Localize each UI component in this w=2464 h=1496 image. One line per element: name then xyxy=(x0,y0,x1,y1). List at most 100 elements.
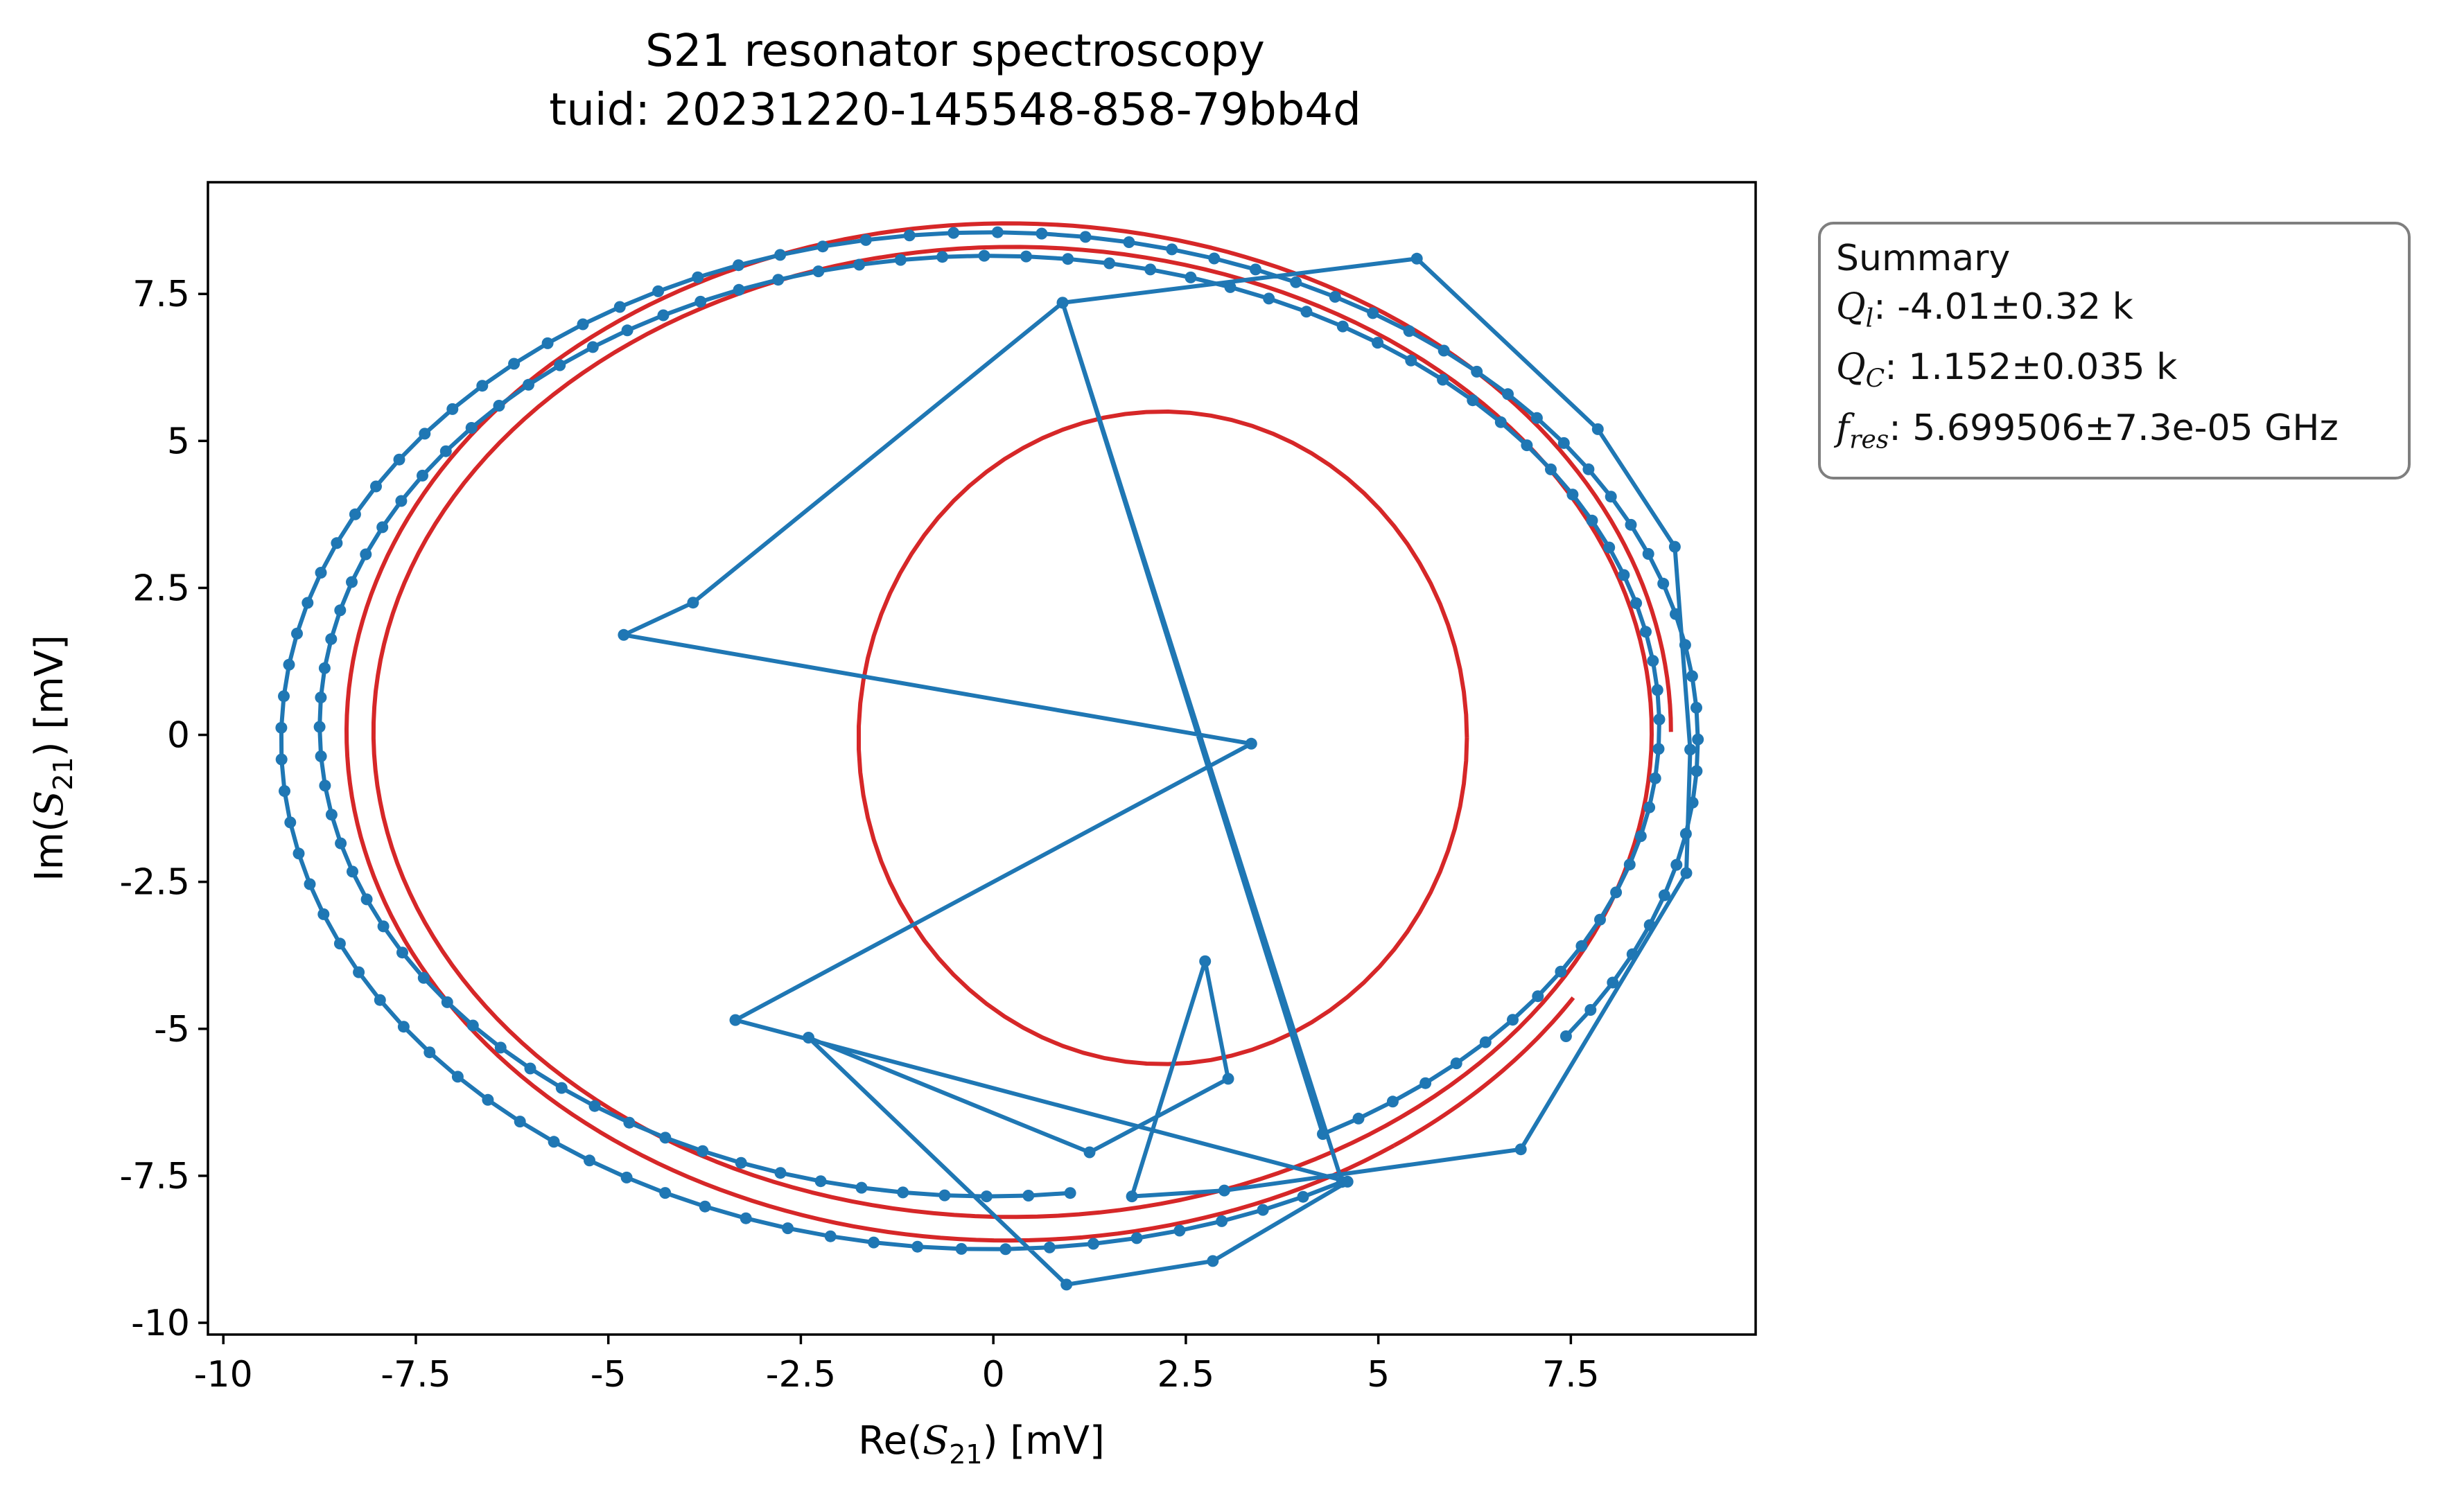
data-point xyxy=(1056,297,1069,309)
data-point xyxy=(347,865,358,878)
data-point xyxy=(853,258,866,271)
data-point xyxy=(302,597,314,609)
data-point xyxy=(279,785,290,798)
data-point xyxy=(1250,263,1261,276)
data-point xyxy=(1634,830,1647,843)
chart-subtitle: tuid: 20231220-145548-858-79bb4d xyxy=(549,85,1361,136)
summary-ql: Ql: -4.01±0.32 k xyxy=(1836,286,2133,333)
data-point xyxy=(476,380,489,392)
data-point xyxy=(333,938,346,950)
data-series xyxy=(275,226,1704,1291)
data-point xyxy=(613,301,626,313)
data-point xyxy=(377,920,390,933)
y-axis-label: Im(S21) [mV] xyxy=(27,635,78,881)
data-point xyxy=(1684,743,1697,756)
data-point xyxy=(774,1167,787,1179)
summary-heading: Summary xyxy=(1836,238,2011,279)
data-point xyxy=(451,1071,464,1083)
data-point xyxy=(1352,1112,1365,1125)
data-point xyxy=(1658,889,1670,901)
data-point xyxy=(1603,541,1616,554)
data-point xyxy=(1173,1224,1186,1237)
data-point xyxy=(1144,263,1157,276)
data-point xyxy=(1605,491,1617,503)
data-point xyxy=(508,358,521,370)
x-tick-label: 0 xyxy=(982,1354,1005,1396)
data-point xyxy=(999,1243,1012,1256)
data-point xyxy=(687,597,699,609)
data-point xyxy=(1643,919,1656,931)
y-tick-label: -7.5 xyxy=(120,1156,190,1197)
data-point xyxy=(1494,416,1507,428)
data-point xyxy=(1208,252,1221,265)
data-point xyxy=(1224,281,1237,293)
data-point xyxy=(1640,626,1652,638)
data-point xyxy=(697,1145,709,1157)
data-point xyxy=(1582,463,1595,475)
data-point xyxy=(1297,1190,1309,1203)
data-point xyxy=(1618,569,1630,581)
x-tick-label: -7.5 xyxy=(381,1354,451,1396)
data-point xyxy=(1438,344,1450,357)
data-point xyxy=(733,283,745,296)
data-point xyxy=(291,627,303,640)
data-point xyxy=(1245,737,1257,750)
data-point xyxy=(1643,801,1656,813)
data-point xyxy=(1450,1057,1462,1070)
data-point xyxy=(1437,373,1449,386)
data-point xyxy=(659,1187,672,1199)
data-point xyxy=(1419,1077,1432,1089)
x-tick-label: -10 xyxy=(194,1354,253,1396)
data-point xyxy=(1062,253,1074,265)
data-point xyxy=(1545,463,1557,475)
data-point xyxy=(1329,290,1341,303)
data-point xyxy=(370,480,382,493)
data-point xyxy=(1087,1238,1099,1250)
data-point xyxy=(417,469,428,482)
data-point xyxy=(1559,1030,1572,1042)
data-point xyxy=(439,445,452,457)
fit-line xyxy=(371,245,1654,1220)
y-tick-label: 7.5 xyxy=(132,274,190,315)
data-point xyxy=(1670,859,1683,871)
data-point xyxy=(1686,796,1699,809)
fit-line xyxy=(344,221,1673,1243)
data-point xyxy=(1652,743,1665,755)
data-point xyxy=(346,576,358,588)
data-point xyxy=(315,692,327,704)
data-point xyxy=(772,274,785,286)
data-point xyxy=(315,567,327,579)
y-tick-label: 2.5 xyxy=(132,567,190,609)
data-point xyxy=(523,378,534,391)
data-point xyxy=(465,422,478,434)
data-point xyxy=(349,508,361,520)
data-point xyxy=(318,662,331,674)
data-point xyxy=(1623,859,1636,871)
data-point xyxy=(319,780,331,792)
data-point xyxy=(1036,227,1048,240)
data-point xyxy=(1690,765,1703,777)
data-point xyxy=(859,234,872,246)
data-point xyxy=(1557,437,1570,449)
data-point xyxy=(1530,412,1543,424)
data-point xyxy=(1317,1128,1329,1141)
data-point xyxy=(1479,1036,1492,1048)
data-point xyxy=(1594,913,1606,926)
fit-line xyxy=(1392,996,1575,1147)
data-point xyxy=(493,400,505,412)
data-point xyxy=(541,337,554,349)
data-point xyxy=(423,1046,436,1059)
data-point xyxy=(313,721,326,733)
data-point xyxy=(740,1212,752,1224)
data-point xyxy=(1336,320,1349,333)
y-axis: -10 -7.5 -5 -2.5 0 2.5 5 7.5 xyxy=(120,274,208,1344)
x-tick-label: -5 xyxy=(591,1354,627,1396)
data-point xyxy=(620,1171,633,1183)
data-point xyxy=(548,1136,560,1148)
data-point xyxy=(331,537,343,549)
data-point xyxy=(1372,337,1384,349)
data-point xyxy=(699,1200,711,1213)
data-point xyxy=(395,495,408,507)
y-tick-label: -2.5 xyxy=(120,862,190,904)
data-point xyxy=(1222,1073,1234,1085)
